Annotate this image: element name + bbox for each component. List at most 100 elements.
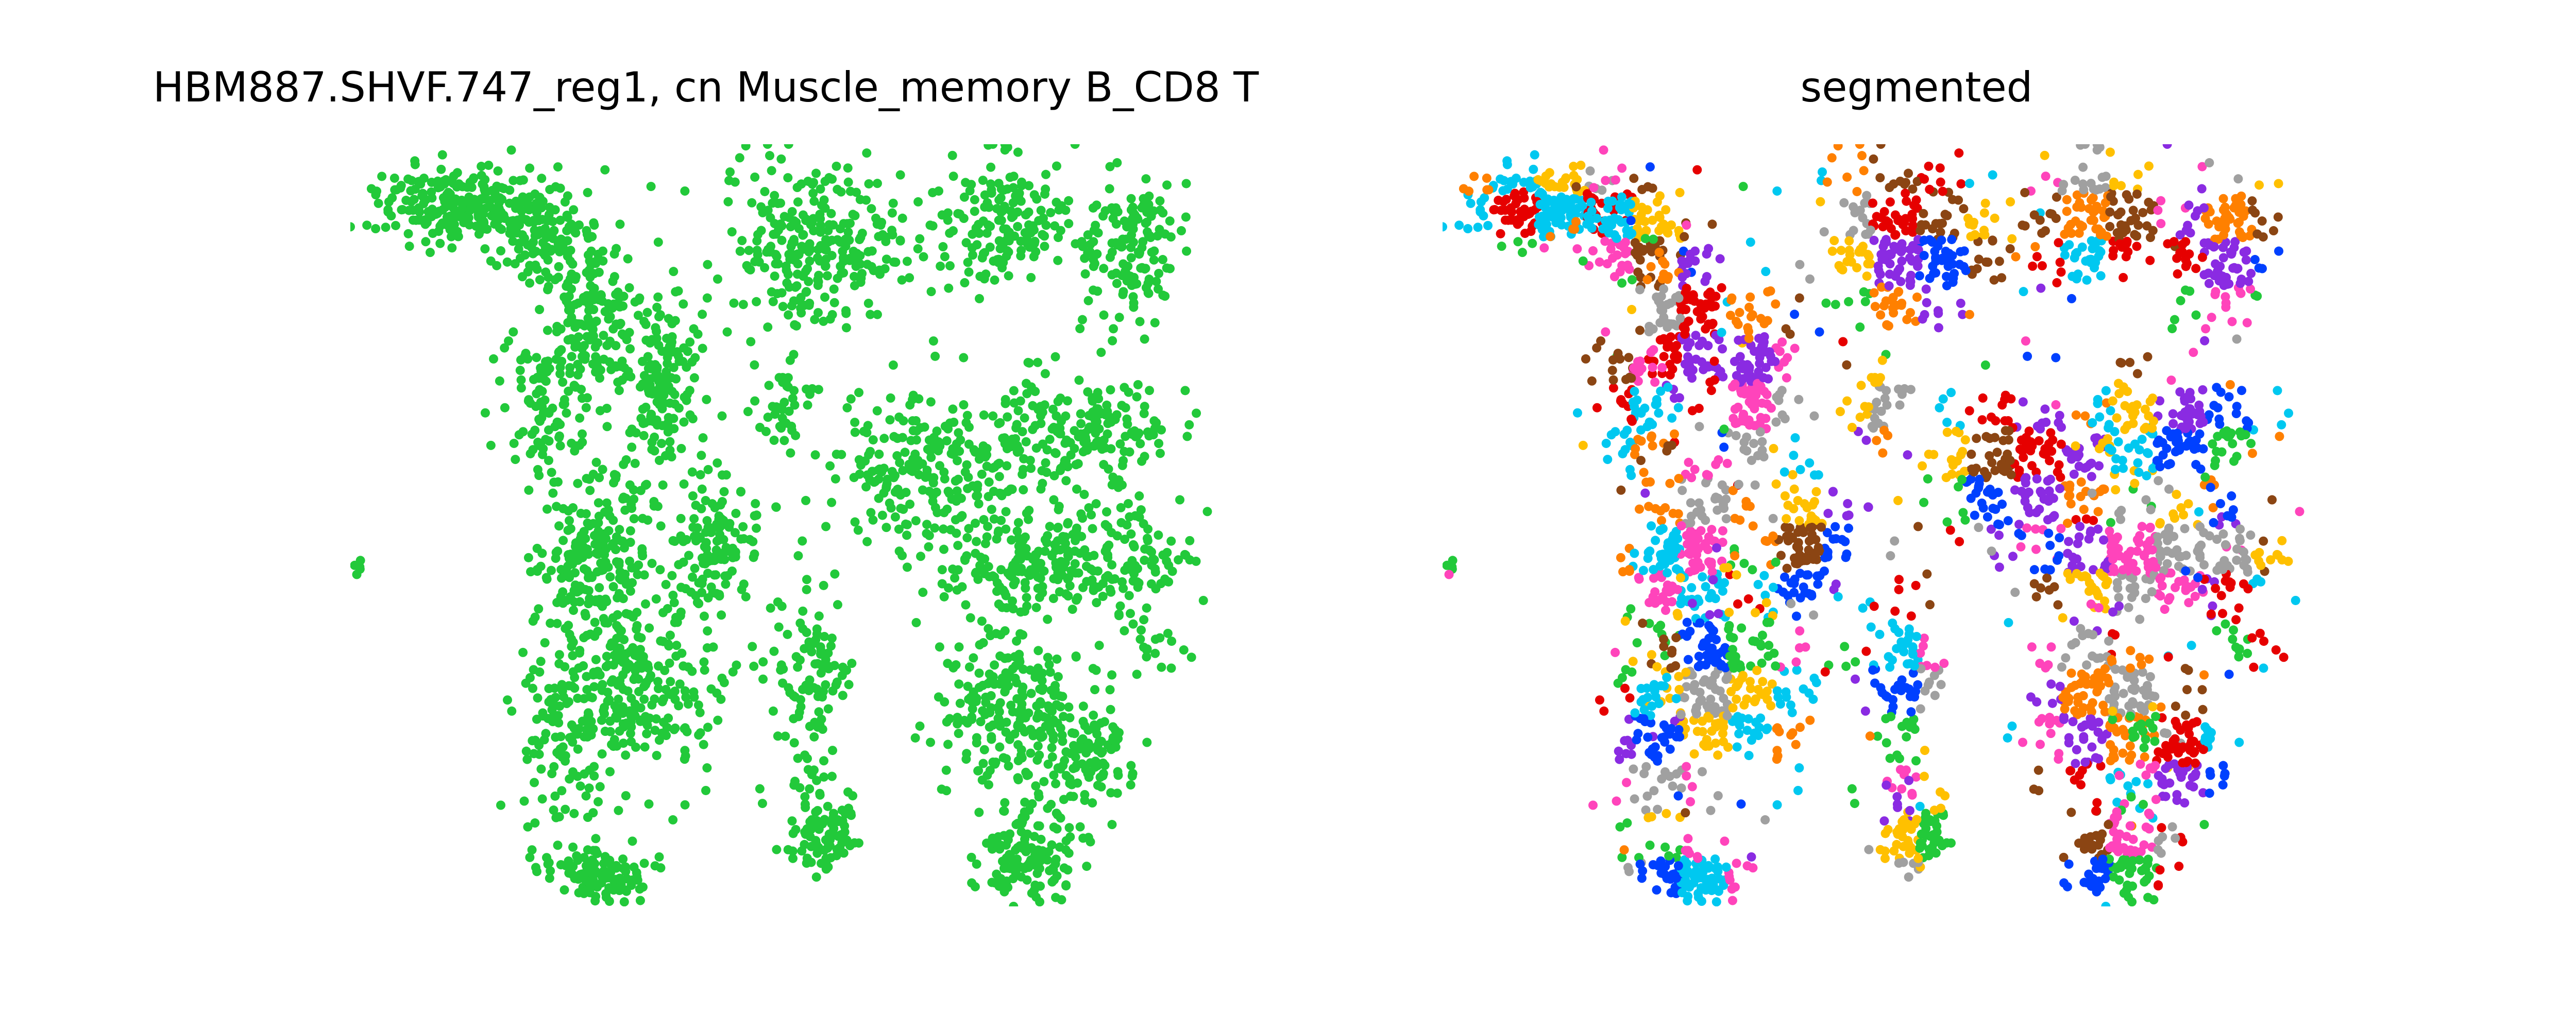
scatter-point — [712, 536, 722, 546]
scatter-point — [676, 513, 686, 523]
scatter-point — [990, 660, 999, 670]
scatter-point — [769, 435, 779, 445]
scatter-point — [1613, 349, 1623, 358]
scatter-point — [809, 732, 819, 742]
scatter-point — [1089, 423, 1098, 433]
scatter-point — [750, 511, 759, 521]
scatter-point — [1634, 243, 1644, 252]
scatter-point — [425, 248, 435, 258]
scatter-point — [701, 495, 710, 505]
scatter-point — [1028, 731, 1038, 741]
scatter-point — [494, 197, 504, 207]
scatter-point — [1024, 514, 1033, 524]
scatter-point — [723, 197, 733, 207]
scatter-point — [1045, 522, 1055, 531]
scatter-point — [1646, 718, 1656, 728]
scatter-point — [591, 316, 601, 326]
scatter-point — [1042, 468, 1052, 477]
scatter-point — [1789, 451, 1799, 460]
scatter-point — [1698, 727, 1707, 736]
scatter-point — [774, 373, 784, 383]
scatter-point — [1658, 305, 1668, 315]
scatter-point — [1513, 219, 1522, 229]
scatter-point — [669, 598, 679, 608]
scatter-point — [473, 210, 483, 220]
scatter-point — [618, 739, 628, 748]
scatter-point — [1763, 287, 1773, 297]
scatter-point — [915, 234, 925, 244]
scatter-point — [619, 634, 629, 644]
scatter-point — [954, 428, 963, 438]
scatter-point — [502, 257, 512, 267]
scatter-point — [661, 579, 671, 589]
scatter-point — [1106, 385, 1115, 394]
scatter-point — [519, 233, 529, 243]
scatter-point — [1718, 729, 1727, 739]
scatter-point — [1052, 161, 1061, 171]
scatter-point — [911, 435, 921, 445]
scatter-point — [631, 672, 640, 682]
scatter-point — [694, 599, 704, 609]
scatter-point — [1568, 224, 1578, 234]
scatter-point — [593, 550, 603, 559]
scatter-point — [1799, 582, 1808, 592]
scatter-point — [1658, 550, 1668, 559]
scatter-point — [748, 537, 758, 546]
scatter-point — [1780, 467, 1789, 477]
scatter-point — [1078, 701, 1088, 711]
scatter-point — [988, 672, 998, 681]
scatter-point — [1071, 460, 1081, 470]
scatter-point — [1703, 642, 1713, 651]
scatter-point — [1777, 410, 1787, 420]
scatter-point — [481, 203, 490, 213]
scatter-point — [1060, 532, 1070, 542]
scatter-point — [1088, 524, 1097, 534]
scatter-point — [1041, 220, 1051, 230]
scatter-point — [1707, 525, 1717, 535]
scatter-point — [776, 665, 786, 675]
scatter-point — [971, 548, 980, 558]
scatter-point — [895, 170, 905, 180]
scatter-point — [1706, 386, 1716, 396]
scatter-point — [614, 623, 623, 633]
scatter-point — [568, 606, 578, 615]
scatter-point — [850, 418, 860, 427]
scatter-point — [703, 465, 713, 474]
scatter-point — [1704, 244, 1714, 253]
scatter-point — [1063, 518, 1073, 527]
scatter-point — [466, 202, 476, 212]
scatter-point — [1645, 597, 1654, 607]
scatter-point — [1128, 237, 1138, 247]
scatter-point — [748, 642, 757, 651]
scatter-point — [1691, 331, 1701, 340]
scatter-point — [905, 500, 915, 509]
scatter-point — [956, 435, 965, 445]
scatter-point — [614, 386, 624, 396]
scatter-point — [994, 254, 1004, 264]
scatter-point — [1048, 404, 1058, 414]
scatter-point — [1780, 572, 1789, 582]
scatter-point — [574, 220, 584, 230]
scatter-point — [980, 539, 990, 548]
scatter-point — [560, 885, 569, 895]
scatter-point — [1044, 660, 1054, 670]
scatter-point — [843, 227, 853, 237]
scatter-point — [534, 604, 544, 614]
scatter-point — [954, 729, 963, 739]
scatter-point — [1701, 478, 1711, 488]
scatter-point — [1578, 440, 1588, 450]
scatter-point — [844, 235, 854, 245]
scatter-point — [977, 775, 987, 785]
scatter-point — [827, 310, 837, 319]
scatter-point — [994, 526, 1004, 536]
scatter-point — [591, 352, 601, 362]
scatter-point — [1755, 427, 1765, 437]
scatter-point — [486, 256, 496, 266]
scatter-point — [1675, 573, 1685, 582]
scatter-point — [579, 633, 589, 643]
scatter-point — [931, 487, 941, 497]
scatter-point — [1116, 518, 1126, 527]
scatter-point — [643, 515, 653, 525]
scatter-point — [974, 682, 984, 692]
scatter-point — [1648, 234, 1658, 244]
